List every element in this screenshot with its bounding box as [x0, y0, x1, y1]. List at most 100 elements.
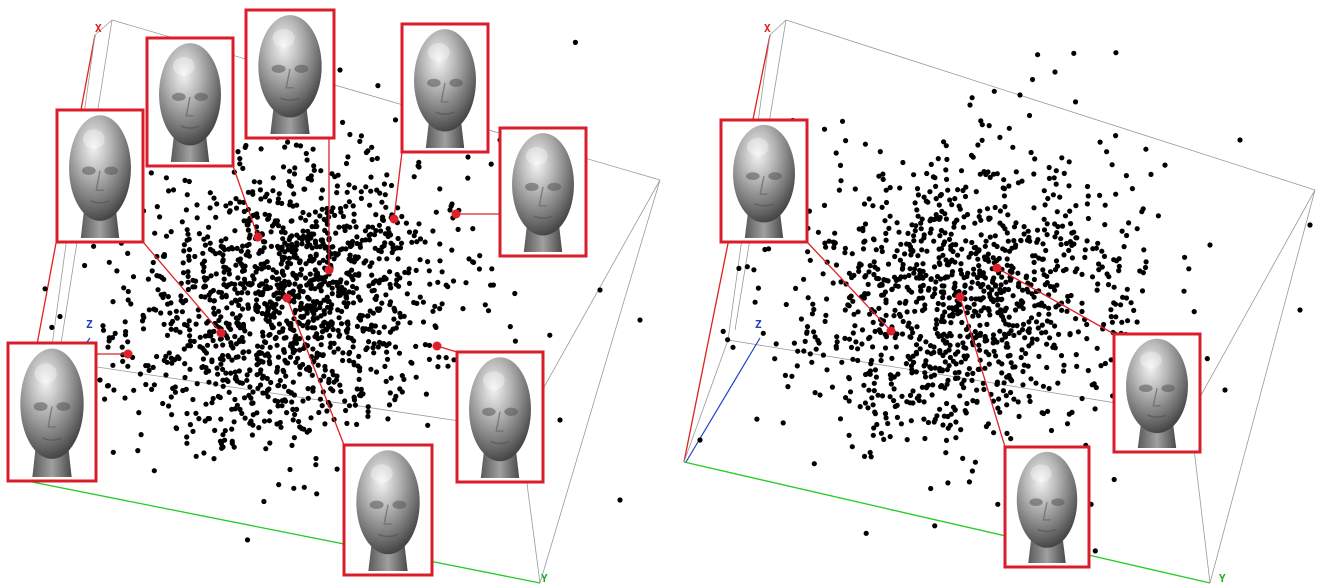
- data-point: [985, 284, 991, 290]
- data-point: [187, 422, 193, 428]
- data-point: [279, 200, 285, 206]
- data-point: [344, 320, 350, 326]
- data-point: [380, 214, 386, 220]
- data-point: [1019, 327, 1026, 333]
- data-point: [1065, 298, 1071, 304]
- data-point: [239, 410, 245, 416]
- data-point: [807, 257, 813, 263]
- data-point: [128, 301, 134, 307]
- data-point: [328, 386, 334, 392]
- data-point: [332, 174, 338, 180]
- data-point: [179, 309, 185, 315]
- data-point: [304, 429, 310, 435]
- data-point: [350, 344, 356, 350]
- data-point: [267, 409, 273, 415]
- data-point: [1014, 323, 1020, 329]
- data-point: [1098, 363, 1104, 369]
- data-point: [1123, 295, 1130, 301]
- data-point: [409, 239, 415, 245]
- data-point: [906, 272, 912, 279]
- data-point: [834, 334, 840, 340]
- highlighted-point: [282, 293, 292, 303]
- data-point: [150, 364, 156, 370]
- data-point: [934, 273, 941, 280]
- data-point: [930, 174, 937, 180]
- data-point: [437, 306, 443, 312]
- data-point: [938, 384, 944, 390]
- data-point: [1072, 99, 1079, 105]
- data-point: [1054, 209, 1060, 215]
- data-point: [308, 177, 314, 183]
- data-point: [887, 394, 893, 400]
- data-point: [286, 255, 292, 261]
- data-point: [1099, 248, 1105, 254]
- data-point: [1026, 319, 1032, 325]
- face-left-eye: [1139, 384, 1153, 393]
- data-point: [933, 279, 939, 285]
- data-point: [1092, 548, 1098, 554]
- data-point: [435, 279, 441, 285]
- data-point: [409, 360, 415, 366]
- data-point: [947, 342, 953, 348]
- data-point: [226, 209, 232, 215]
- data-point: [902, 300, 908, 306]
- data-point: [185, 231, 191, 237]
- data-point: [916, 397, 922, 404]
- data-point: [908, 247, 914, 253]
- data-point: [218, 238, 224, 244]
- data-point: [1008, 389, 1014, 396]
- data-point: [182, 374, 188, 381]
- data-point: [102, 396, 108, 402]
- face-thumbnail-face-2: [244, 8, 336, 140]
- data-point: [277, 419, 283, 426]
- data-point: [1023, 275, 1029, 281]
- data-point: [213, 214, 219, 220]
- data-point: [1006, 183, 1012, 189]
- data-point: [166, 350, 172, 356]
- data-point: [136, 410, 142, 416]
- data-point: [557, 417, 563, 423]
- data-point: [859, 341, 865, 347]
- data-point: [911, 238, 917, 244]
- data-point: [918, 272, 924, 278]
- data-point: [950, 311, 956, 317]
- data-point: [932, 365, 938, 371]
- data-point: [268, 243, 274, 249]
- data-point: [826, 238, 832, 244]
- data-point: [307, 271, 313, 277]
- data-point: [946, 295, 952, 301]
- data-point: [1005, 212, 1011, 218]
- data-point: [861, 201, 868, 207]
- data-point: [295, 292, 301, 298]
- data-point: [240, 165, 246, 171]
- data-point: [1032, 303, 1038, 309]
- data-point: [751, 267, 757, 273]
- data-point: [228, 326, 234, 332]
- data-point: [106, 259, 112, 265]
- data-point: [275, 403, 281, 409]
- data-point: [720, 328, 726, 334]
- data-point: [1040, 383, 1046, 389]
- data-point: [976, 342, 982, 348]
- data-point: [221, 269, 227, 275]
- face-highlight: [746, 138, 769, 156]
- data-point: [1025, 289, 1031, 295]
- data-point: [920, 295, 926, 301]
- data-point: [168, 326, 174, 332]
- face-thumbnail-face-4: [498, 126, 588, 258]
- data-point: [1011, 396, 1017, 402]
- data-point: [971, 301, 977, 307]
- data-point: [945, 425, 951, 431]
- data-point: [944, 381, 950, 387]
- data-point: [1109, 162, 1115, 168]
- data-point: [357, 138, 363, 144]
- data-point: [232, 396, 238, 403]
- data-point: [1026, 112, 1033, 119]
- data-point: [836, 187, 843, 193]
- data-point: [315, 276, 321, 282]
- data-point: [983, 423, 990, 430]
- data-point: [180, 260, 186, 266]
- data-point: [394, 245, 400, 251]
- data-point: [898, 274, 904, 280]
- data-point: [226, 389, 232, 395]
